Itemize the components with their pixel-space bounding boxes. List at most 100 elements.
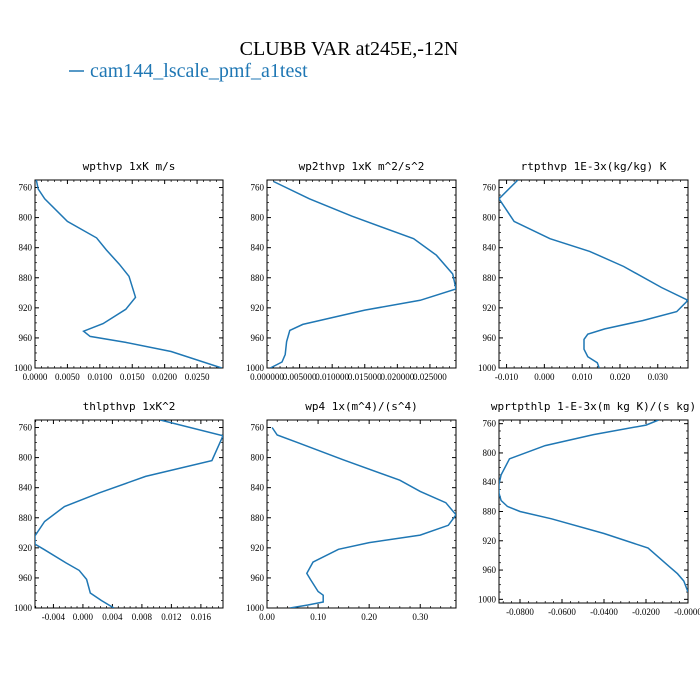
y-tick-label: 960 [19, 333, 33, 343]
y-tick-label: 760 [251, 423, 265, 433]
y-tick-label: 880 [251, 273, 265, 283]
x-tick-label: -0.010 [495, 372, 519, 382]
x-tick-label: 0.00 [259, 612, 275, 622]
y-tick-label: 920 [483, 536, 497, 546]
y-tick-label: 760 [483, 183, 497, 193]
y-tick-label: 920 [251, 543, 265, 553]
y-tick-label: 760 [251, 183, 265, 193]
y-tick-label: 800 [251, 213, 265, 223]
plot-frame [266, 179, 457, 369]
x-tick-label: 0.004 [102, 612, 123, 622]
y-tick-label: 760 [19, 423, 33, 433]
legend: cam144_lscale_pmf_a1test [69, 60, 308, 82]
panel-title: thlpthvp 1xK^2 [83, 400, 176, 413]
y-tick-label: 800 [251, 453, 265, 463]
x-tick-label: 0.015000 [348, 372, 382, 382]
y-tick-label: 1000 [478, 363, 497, 373]
y-tick-label: 800 [483, 448, 497, 458]
x-tick-label: 0.012 [161, 612, 181, 622]
y-tick-label: 920 [19, 543, 33, 553]
y-tick-label: 960 [251, 573, 265, 583]
x-tick-label: 0.010000 [315, 372, 349, 382]
panel-4: thlpthvp 1xK^2 760 800 840 880 920 960 1000 -0.0… [14, 400, 224, 622]
x-tick-label: 0.000 [534, 372, 555, 382]
x-tick-label: 0.020 [610, 372, 631, 382]
y-tick-label: 840 [251, 243, 265, 253]
y-tick-label: 800 [19, 453, 33, 463]
y-tick-label: 840 [483, 243, 497, 253]
panel-title: wp4 1x(m^4)/(s^4) [305, 400, 418, 413]
panel-title: rtpthvp 1E-3x(kg/kg) K [521, 160, 667, 173]
y-tick-label: 920 [251, 303, 265, 313]
plot-frame [498, 179, 689, 369]
x-tick-label: 0.0100 [87, 372, 112, 382]
series-line [499, 180, 688, 368]
panel-6: wprtpthlp 1-E-3x(m kg K)/(s kg) 760 800 840… [478, 400, 700, 617]
y-tick-label: 960 [483, 565, 497, 575]
x-tick-label: 0.025000 [413, 372, 447, 382]
plot-frame [34, 179, 224, 369]
y-tick-label: 920 [483, 303, 497, 313]
y-tick-label: 920 [19, 303, 33, 313]
x-tick-label: 0.000 [73, 612, 94, 622]
x-tick-label: 0.20 [361, 612, 377, 622]
y-tick-label: 1000 [478, 594, 497, 604]
panel-title: wp2thvp 1xK m^2/s^2 [299, 160, 425, 173]
y-tick-label: 960 [251, 333, 265, 343]
y-tick-label: 840 [251, 483, 265, 493]
x-tick-label: 0.0250 [185, 372, 210, 382]
y-tick-label: 760 [19, 183, 33, 193]
series-line [35, 180, 222, 368]
panel-title: wprtpthlp 1-E-3x(m kg K)/(s kg) [491, 400, 696, 413]
x-tick-label: 0.0050 [55, 372, 80, 382]
y-tick-label: 1000 [14, 363, 33, 373]
x-tick-label: 0.020000 [380, 372, 414, 382]
plot-frame [34, 419, 224, 609]
y-tick-label: 880 [19, 273, 33, 283]
x-tick-label: 0.010 [572, 372, 593, 382]
y-tick-label: 1000 [246, 603, 265, 613]
y-tick-label: 960 [483, 333, 497, 343]
x-tick-label: 0.008 [132, 612, 153, 622]
x-tick-label: -0.0400 [590, 607, 618, 617]
series-line [35, 420, 223, 608]
x-tick-label: 0.0200 [152, 372, 177, 382]
x-tick-label: -0.0800 [506, 607, 534, 617]
series-line [271, 427, 456, 608]
x-tick-label: 0.0000 [23, 372, 48, 382]
panels: wpthvp 1xK m/s76080084088092096010000.00… [14, 160, 700, 622]
panel-3: rtpthvp 1E-3x(kg/kg) K 760 800 840 880 920 960… [478, 160, 689, 382]
y-tick-label: 960 [19, 573, 33, 583]
x-tick-label: -0.0200 [632, 607, 660, 617]
y-tick-label: 880 [483, 507, 497, 517]
x-tick-label: 0.005000 [283, 372, 317, 382]
y-tick-label: 840 [19, 243, 33, 253]
x-tick-label: 0.10 [310, 612, 326, 622]
panel-title: wpthvp 1xK m/s [83, 160, 176, 173]
x-tick-label: 0.016 [191, 612, 212, 622]
y-tick-label: 760 [483, 419, 497, 429]
legend-label: cam144_lscale_pmf_a1test [90, 60, 308, 82]
panel-5: wp4 1x(m^4)/(s^4)76080084088092096010000… [246, 400, 457, 622]
y-tick-label: 880 [19, 513, 33, 523]
x-tick-label: 0.30 [412, 612, 428, 622]
x-tick-label: -0.0000 [674, 607, 700, 617]
x-tick-label: 0.0150 [120, 372, 145, 382]
y-tick-label: 800 [483, 213, 497, 223]
x-tick-label: -0.0600 [548, 607, 576, 617]
figure-title: CLUBB VAR at245E,-12N [240, 38, 459, 60]
y-tick-label: 880 [251, 513, 265, 523]
panel-2: wp2thvp 1xK m^2/s^2 760 800 840 880 920 960 100… [246, 160, 457, 382]
y-tick-label: 800 [19, 213, 33, 223]
series-line [269, 180, 456, 368]
x-tick-label: -0.004 [42, 612, 66, 622]
x-tick-label: 0.000000 [250, 372, 284, 382]
panel-1: wpthvp 1xK m/s76080084088092096010000.00… [14, 160, 224, 382]
y-tick-label: 1000 [246, 363, 265, 373]
y-tick-label: 840 [483, 477, 497, 487]
x-tick-label: 0.030 [648, 372, 669, 382]
y-tick-label: 840 [19, 483, 33, 493]
y-tick-label: 880 [483, 273, 497, 283]
